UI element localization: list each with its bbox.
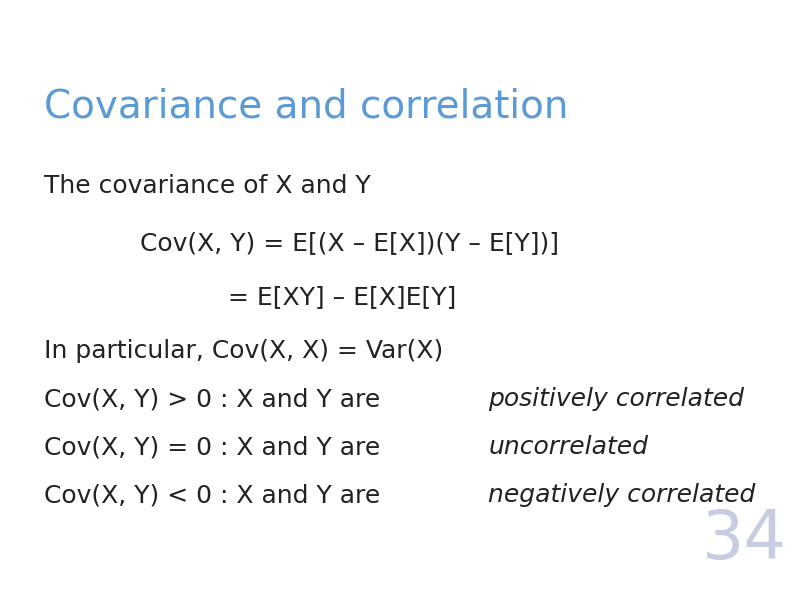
Text: Cov(X, Y) = E[(X – E[X])(Y – E[Y])]: Cov(X, Y) = E[(X – E[X])(Y – E[Y])] xyxy=(140,231,559,255)
Text: The covariance of X and Y: The covariance of X and Y xyxy=(44,174,370,198)
Text: Cov(X, Y) = 0 : X and Y are: Cov(X, Y) = 0 : X and Y are xyxy=(44,435,388,459)
Text: uncorrelated: uncorrelated xyxy=(488,435,648,459)
Text: 34: 34 xyxy=(702,507,786,573)
Text: In particular, Cov(X, X) = Var(X): In particular, Cov(X, X) = Var(X) xyxy=(44,339,443,363)
Text: Covariance and correlation: Covariance and correlation xyxy=(44,87,568,125)
Text: negatively correlated: negatively correlated xyxy=(488,483,755,507)
Text: = E[XY] – E[X]E[Y]: = E[XY] – E[X]E[Y] xyxy=(228,285,456,309)
Text: Cov(X, Y) > 0 : X and Y are: Cov(X, Y) > 0 : X and Y are xyxy=(44,387,388,411)
Text: Cov(X, Y) < 0 : X and Y are: Cov(X, Y) < 0 : X and Y are xyxy=(44,483,388,507)
Text: positively correlated: positively correlated xyxy=(488,387,744,411)
